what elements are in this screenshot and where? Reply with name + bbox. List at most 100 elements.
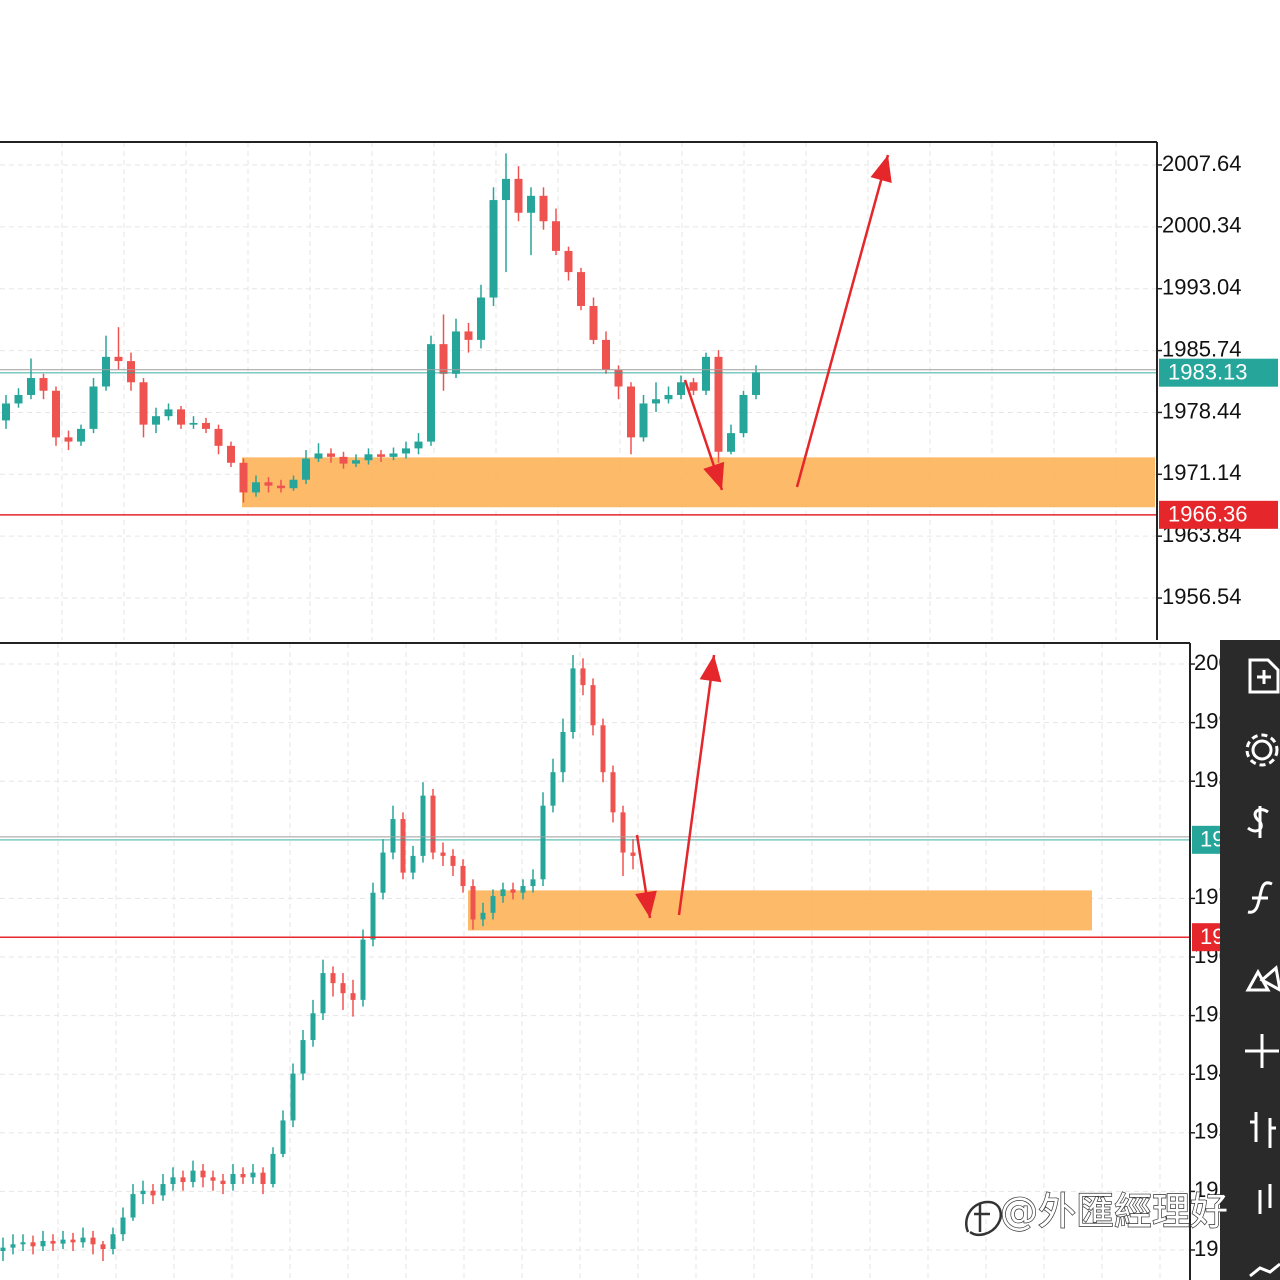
drawing-icon[interactable] [1249,1262,1280,1278]
candle-body [314,453,323,459]
candle-body [602,339,610,370]
candle-body [427,344,435,442]
candle-body [220,1180,226,1185]
candle-body [370,892,376,940]
candle-body [502,178,510,201]
price-label-box [1159,358,1278,387]
y-tick-label: 2007.64 [1162,151,1242,176]
candle-body [277,485,285,489]
candle-body [90,1237,96,1245]
objects-icon[interactable] [1245,965,1280,992]
candle-body [252,482,260,493]
watermark: @外匯經理好 [965,1189,1229,1236]
candle-body [520,886,526,893]
candle-body [477,297,485,340]
indicators-icon[interactable] [1247,881,1273,914]
settings-icon-ring [1245,733,1279,767]
candle-body [120,1217,126,1235]
candle-body [550,772,556,806]
candle-body [302,458,310,480]
candle-body [470,886,476,920]
candle-body [230,1173,236,1185]
trade-icon[interactable] [1247,806,1269,838]
candle-body [127,361,135,383]
candle-body [727,433,735,452]
settings-icon[interactable] [1251,739,1273,761]
candle-body [350,993,356,1000]
candle-body [364,454,373,461]
candle-body [540,805,546,880]
arrow-head [703,461,725,490]
candle-body [150,1190,156,1196]
candle-body [390,819,396,853]
candle-body [620,812,626,853]
candle-body [52,390,60,438]
candle-body [490,896,496,913]
candle-body [577,272,585,306]
candle-body [327,453,335,457]
candle-body [452,331,460,374]
candle-body [80,1237,86,1243]
y-tick-label: 2000.34 [1162,213,1242,238]
candle-body [114,356,123,362]
candle-body [589,305,598,340]
candle-body [752,372,760,395]
candle-body [202,422,210,429]
candle-body [460,865,466,887]
candle-body [10,1244,16,1248]
candle-body [450,855,456,866]
candle-body [330,973,336,984]
candle-body [160,1184,166,1196]
candle-body [210,1177,216,1181]
candle-body [130,1194,136,1218]
candle-body [140,1190,146,1195]
candle-body [152,416,160,425]
chart-type-icon[interactable] [1250,1112,1276,1148]
watermark-logo [965,1200,1002,1236]
y-tick-label: 1956.54 [1162,584,1242,609]
candle-body [30,1242,36,1247]
watermark-text: @外匯經理好 [1000,1190,1228,1234]
candle-body [70,1239,76,1243]
candle-body [102,356,110,387]
candle-body [420,795,426,856]
candle-body [580,668,586,686]
candle-body [500,889,506,897]
chart-panel: 2007.151998.401989.651972.151963.401954.… [0,642,1280,1280]
arrow-shaft [795,154,890,488]
candle-body [14,394,23,404]
candle-body [639,403,648,438]
candle-body [110,1234,116,1249]
candle-body [170,1177,176,1185]
candle-body [60,1239,66,1244]
candle-body [340,983,346,994]
candle-body [300,1040,306,1074]
candle-body [627,386,635,438]
timeframe-icon[interactable] [1258,1184,1272,1214]
candle-body [530,879,536,887]
candle-body [702,356,710,391]
candle-body [539,195,548,222]
candle-body [260,1172,266,1185]
crosshair-icon[interactable] [1245,1034,1279,1068]
candle-body [50,1240,56,1244]
candle-body [480,912,486,920]
candle-body [552,221,560,251]
candle-body [414,441,423,449]
candle-body [239,462,248,493]
candle-body [190,1170,196,1183]
candle-body [410,855,416,873]
candle-body [40,1240,46,1247]
candle-body [27,378,35,395]
candle-body [560,732,566,773]
candle-body [739,394,748,434]
candle-body [514,178,523,213]
candle-body [630,852,636,856]
support-zone [242,457,1155,508]
price-label-box [1159,500,1278,529]
candle-body [264,482,273,486]
y-tick-label: 1993.04 [1162,275,1242,300]
candle-body [527,195,535,213]
chart-panel: 2007.64 2000.34 1993.04 1985.74 1978.44 1971.… [0,141,1278,640]
new-order-icon[interactable] [1248,658,1280,694]
